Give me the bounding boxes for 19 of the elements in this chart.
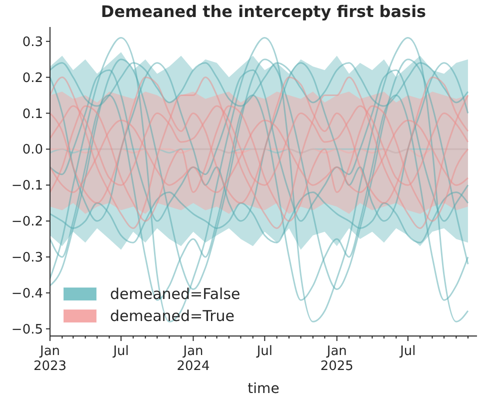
y-tick-label: −0.3 xyxy=(11,250,43,266)
chart-title: Demeaned the intercepty first basis xyxy=(100,2,426,21)
y-tick-label: −0.4 xyxy=(11,286,43,302)
x-tick-label: Jul xyxy=(256,344,273,359)
x-tick-label: Jul xyxy=(399,344,416,359)
legend-label: demeaned=False xyxy=(110,285,240,303)
x-axis-title: time xyxy=(248,381,280,397)
x-tick-label: Jan 2024 xyxy=(176,344,210,374)
y-tick-label: −0.1 xyxy=(11,178,43,194)
x-tick-label: Jan 2025 xyxy=(320,344,354,374)
y-tick-label: 0.0 xyxy=(22,142,43,158)
y-tick-label: −0.2 xyxy=(11,214,43,230)
y-tick-label: 0.3 xyxy=(22,34,43,50)
y-tick-label: −0.5 xyxy=(11,322,43,338)
x-tick-label: Jul xyxy=(112,344,129,359)
x-tick-label: Jan 2023 xyxy=(33,344,67,374)
y-tick-label: 0.1 xyxy=(22,106,43,122)
y-tick-label: 0.2 xyxy=(22,70,43,86)
legend-label: demeaned=True xyxy=(110,307,234,325)
